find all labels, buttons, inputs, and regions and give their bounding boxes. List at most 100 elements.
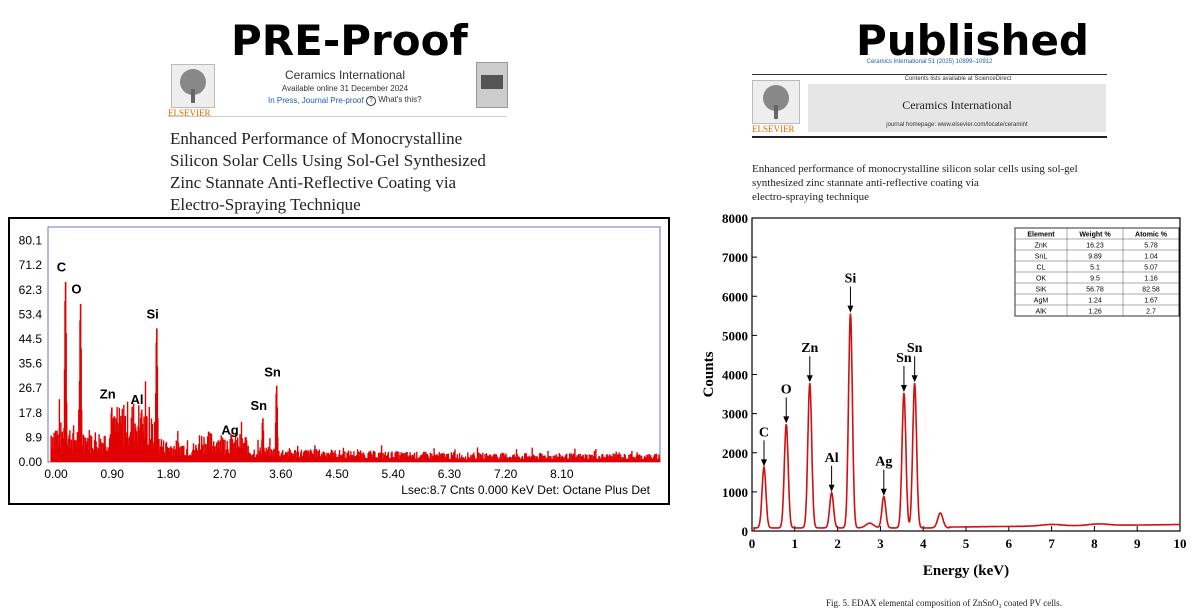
- top-rule: [752, 74, 1107, 75]
- elsevier-wordmark: ELSEVIER: [168, 108, 211, 118]
- x-tick-label: 4: [920, 536, 927, 551]
- x-tick-label: 4.50: [325, 467, 349, 481]
- preproof-chart-panel: 0.00 8.9 17.8 26.7 35.6 44.5 53.4 62.3 71.2 80.1 0…: [8, 217, 670, 505]
- table-cell: ZnK: [1035, 243, 1048, 250]
- y-tick-label: 1000: [722, 485, 748, 500]
- x-tick-label: 10: [1174, 536, 1187, 551]
- journal-name: Ceramics International: [284, 68, 406, 82]
- table-cell: 9.89: [1088, 254, 1102, 261]
- x-tick-label: 6: [1006, 536, 1013, 551]
- y-tick-label: 71.2: [19, 258, 43, 272]
- x-tick-label: 5: [963, 536, 970, 551]
- x-tick-label: 8: [1091, 536, 1098, 551]
- title-line: Enhanced performance of monocrystalline …: [752, 163, 1078, 175]
- y-tick-label: 35.6: [19, 357, 43, 371]
- x-tick-label: 7.20: [494, 467, 518, 481]
- composition-table: Element Weight % Atomic % ZnK 16.23 5.78 SnL 9.…: [1014, 227, 1180, 317]
- figure-caption: Fig. 5. EDAX elemental composition of Zn…: [826, 598, 1062, 608]
- title-line: Silicon Solar Cells Using Sol-Gel Synthe…: [170, 151, 486, 170]
- peak-arrowhead: [900, 385, 907, 393]
- table-cell: 1.16: [1144, 276, 1158, 283]
- peak-label-si: Si: [147, 307, 159, 322]
- table-cell: OK: [1036, 276, 1046, 283]
- peak-sn: [273, 385, 279, 462]
- y-tick-label: 44.5: [19, 332, 43, 346]
- elsevier-tree-icon: [752, 80, 800, 124]
- title-line: synthesized zinc stannate anti-reflectiv…: [752, 177, 979, 189]
- x-tick-label: 7: [1048, 536, 1055, 551]
- y-tick-label: 7000: [722, 250, 748, 265]
- table-header: Atomic %: [1135, 232, 1168, 239]
- table-cell: 5.1: [1090, 265, 1100, 272]
- y-tick-label: 0.00: [19, 455, 43, 469]
- table-cell: 82.58: [1142, 287, 1160, 294]
- x-tick-label: 9: [1134, 536, 1141, 551]
- table-header: Weight %: [1079, 232, 1111, 239]
- peak-arrowhead: [847, 305, 854, 313]
- title-line: electro-spraying technique: [752, 191, 869, 203]
- detector-footer: Lsec:8.7 Cnts 0.000 KeV Det: Octane Plus…: [401, 483, 650, 497]
- elsevier-tree-icon: [171, 64, 215, 108]
- whats-this-link[interactable]: ? What's this?: [366, 95, 422, 106]
- pre-proof-heading: PRE-Proof: [231, 16, 468, 65]
- peak-label-zn: Zn: [100, 387, 116, 402]
- table-cell: 16.23: [1086, 243, 1104, 250]
- peak-si: [154, 328, 160, 462]
- peak-label-o: O: [71, 282, 81, 297]
- x-tick-label: 0.90: [101, 467, 125, 481]
- y-tick-label: 62.3: [19, 283, 43, 297]
- peak-zn: [109, 407, 115, 462]
- table-cell: 1.67: [1144, 298, 1158, 305]
- table-cell: 5.07: [1144, 265, 1158, 272]
- peak-label-al: Al: [131, 392, 144, 407]
- peak-label-sn: Sn: [896, 351, 912, 366]
- help-circle-icon: ?: [366, 96, 376, 106]
- y-axis-title: Counts: [701, 351, 717, 397]
- peak-label-ag: Ag: [221, 423, 238, 438]
- table-cell: 1.04: [1144, 254, 1158, 261]
- y-tick-label: 4000: [722, 368, 748, 383]
- peak-label-sn: Sn: [251, 398, 268, 413]
- title-line: Zinc Stannate Anti-Reflective Coating vi…: [170, 173, 457, 192]
- title-line: Electro-Spraying Technique: [170, 195, 361, 214]
- y-tick-label: 26.7: [19, 381, 43, 395]
- peak-label-al: Al: [825, 451, 839, 466]
- table-cell: 9.5: [1090, 276, 1100, 283]
- spectrum-noise: [50, 381, 661, 462]
- elsevier-wordmark: ELSEVIER: [752, 124, 795, 134]
- peak-arrowhead: [828, 484, 835, 492]
- y-tick-label: 6000: [722, 289, 748, 304]
- table-cell: 56.78: [1086, 287, 1104, 294]
- whats-this-label: What's this?: [378, 95, 422, 104]
- header-divider: [168, 116, 506, 117]
- citation-link[interactable]: Ceramics International 51 (2025) 10899–1…: [866, 59, 993, 65]
- y-tick-label: 3000: [722, 407, 748, 422]
- peak-arrowhead: [806, 375, 813, 383]
- journal-banner: Ceramics International journal homepage:…: [808, 84, 1106, 132]
- preproof-status-link[interactable]: In Press, Journal Pre-proof: [268, 96, 364, 105]
- table-cell: AlK: [1036, 309, 1047, 316]
- peak-o: [77, 303, 83, 462]
- x-tick-label: 1.80: [157, 467, 181, 481]
- published-heading: Published: [856, 16, 1089, 65]
- peak-arrowhead: [911, 375, 918, 383]
- y-tick-label: 53.4: [19, 307, 43, 321]
- peak-al: [138, 412, 144, 462]
- x-tick-label: 0: [749, 536, 756, 551]
- y-tick-label: 5000: [722, 328, 748, 343]
- peak-sn: [260, 418, 266, 462]
- peak-label-ag: Ag: [875, 455, 892, 470]
- preproof-title: Enhanced Performance of Monocrystalline …: [170, 128, 486, 216]
- y-tick-label: 8.9: [25, 430, 42, 444]
- peak-arrowhead: [760, 459, 767, 467]
- journal-homepage: journal homepage: www.elsevier.com/locat…: [886, 122, 1028, 128]
- x-tick-label: 6.30: [438, 467, 462, 481]
- table-cell: 1.24: [1088, 298, 1102, 305]
- bottom-rule: [752, 136, 1107, 138]
- plot-frame: [47, 226, 661, 463]
- table-cell: AgM: [1034, 298, 1049, 305]
- peak-arrowhead: [783, 416, 790, 424]
- x-tick-label: 2.70: [213, 467, 237, 481]
- table-cell: CL: [1037, 265, 1046, 272]
